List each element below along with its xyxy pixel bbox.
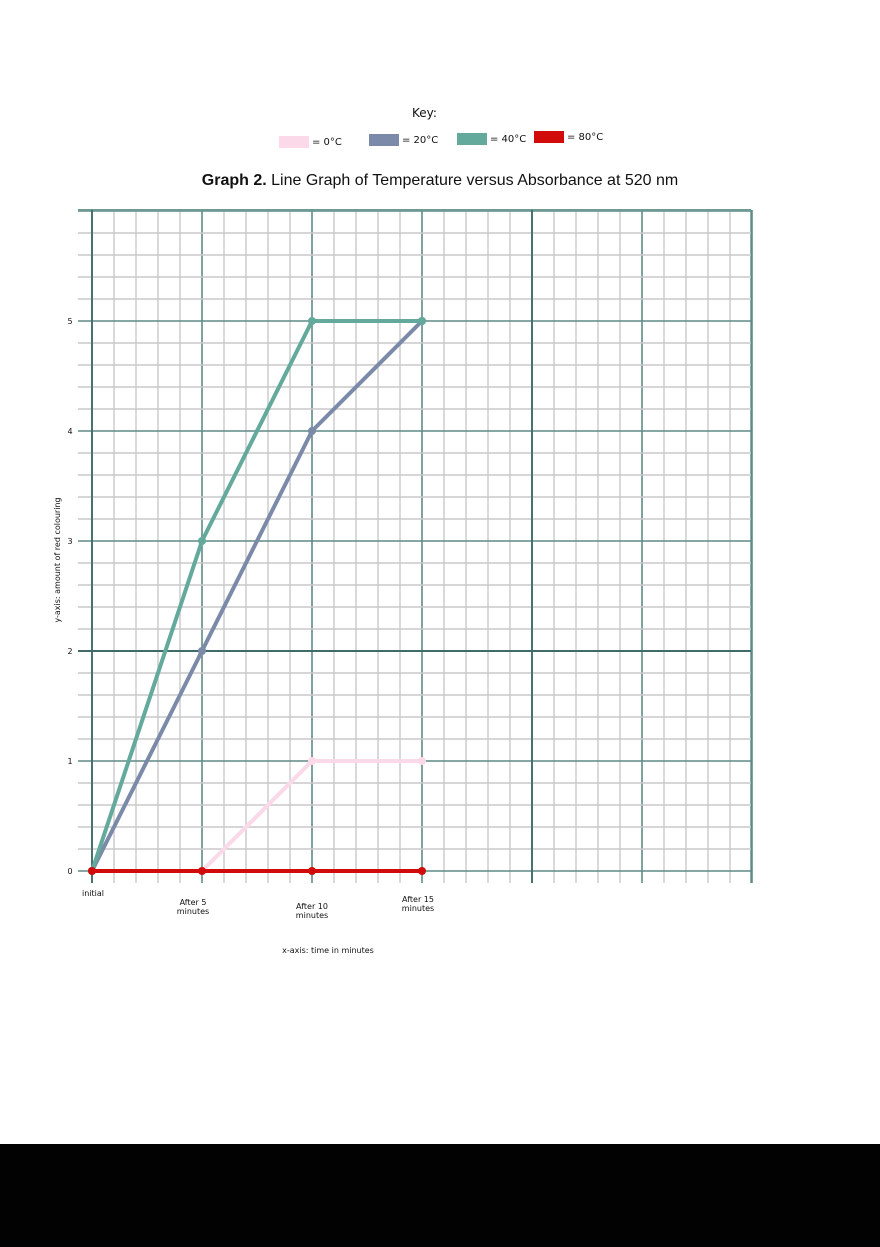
series-line: [90, 319, 424, 873]
legend-label-40c: = 40°C: [490, 133, 527, 145]
x-tick-label: After 5: [180, 898, 207, 907]
bottom-black-bar: [0, 1144, 880, 1247]
data-point: [418, 317, 426, 325]
series-20c: [88, 317, 426, 875]
legend: = 0°C = 20°C = 40°C = 80°C: [0, 131, 880, 151]
legend-swatch-40c: [457, 133, 487, 145]
legend-label-80c: = 80°C: [567, 131, 604, 143]
chart-title-rest: Line Graph of Temperature versus Absorba…: [266, 172, 679, 189]
legend-item-40c: = 40°C: [457, 133, 526, 145]
y-tick-labels: 0 1 2 3 4 5: [67, 317, 72, 876]
y-tick-label: 5: [67, 317, 72, 326]
y-axis-label: y-axis: amount of red colouring: [53, 497, 62, 622]
legend-item-20c: = 20°C: [369, 134, 438, 146]
data-point: [418, 867, 426, 875]
grid: [78, 209, 753, 883]
legend-label-0c: = 0°C: [312, 136, 342, 148]
y-tick-label: 0: [67, 867, 72, 876]
y-tick-label: 3: [67, 537, 72, 546]
x-tick-label: initial: [82, 889, 104, 898]
y-tick-label: 1: [67, 757, 72, 766]
x-tick-label: After 10: [296, 902, 328, 911]
x-axis-label: x-axis: time in minutes: [282, 946, 374, 955]
legend-item-80c: = 80°C: [534, 131, 603, 143]
legend-swatch-20c: [369, 134, 399, 146]
data-point: [308, 317, 316, 325]
series-line: [90, 319, 424, 873]
legend-swatch-0c: [279, 136, 309, 148]
x-tick-label-line2: minutes: [296, 911, 328, 920]
data-point: [418, 757, 426, 765]
data-point: [88, 867, 96, 875]
y-tick-label: 2: [67, 647, 72, 656]
legend-item-0c: = 0°C: [279, 136, 342, 148]
series-lines: [88, 317, 426, 875]
x-tick-label: After 15: [402, 895, 434, 904]
y-tick-label: 4: [67, 427, 72, 436]
legend-swatch-80c: [534, 131, 564, 143]
data-point: [198, 647, 206, 655]
data-point: [198, 867, 206, 875]
data-point: [308, 867, 316, 875]
series-80c: [88, 867, 426, 875]
legend-title: Key:: [412, 106, 437, 120]
chart-title-bold: Graph 2.: [201, 172, 267, 189]
data-point: [308, 757, 316, 765]
series-40c: [88, 317, 426, 875]
data-point: [198, 537, 206, 545]
chart-title: Graph 2. Line Graph of Temperature versu…: [0, 172, 880, 190]
legend-label-20c: = 20°C: [402, 134, 439, 146]
data-point: [308, 427, 316, 435]
x-tick-label-line2: minutes: [402, 904, 434, 913]
x-tick-label-line2: minutes: [177, 907, 209, 916]
